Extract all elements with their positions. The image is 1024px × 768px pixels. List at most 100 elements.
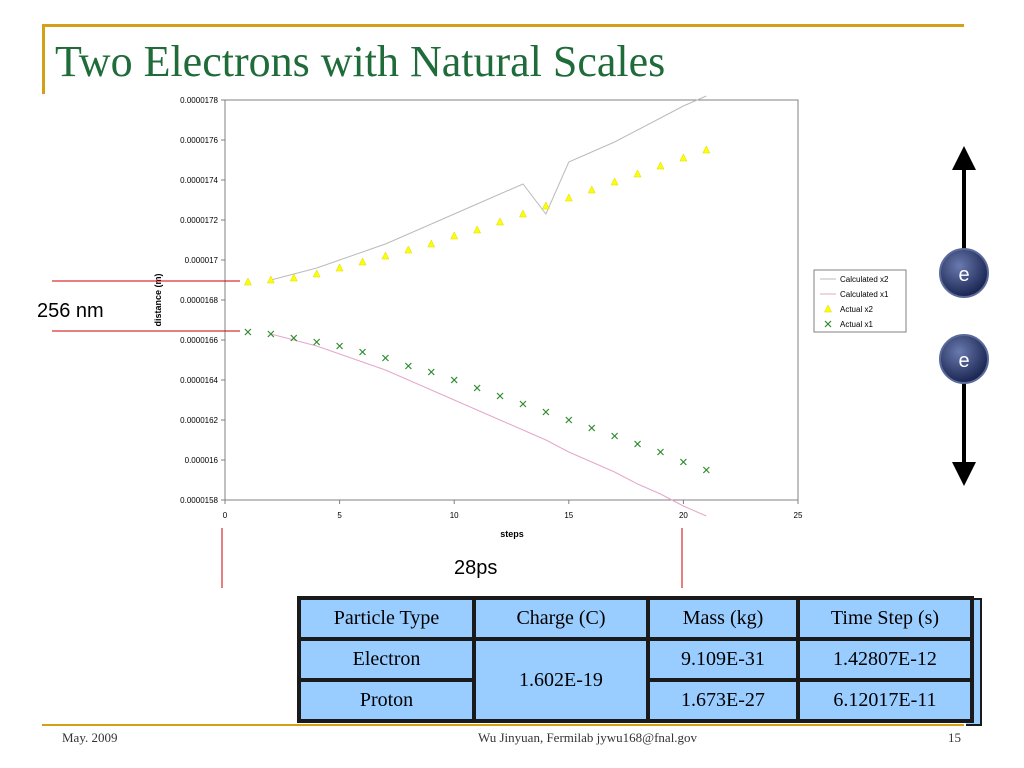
point-actual-x1: [634, 440, 641, 448]
series-calculated-x1-line: [270, 333, 707, 517]
point-actual-x2: [679, 153, 688, 162]
point-actual-x1-stroke: [267, 330, 275, 338]
header-particle-type: Particle Type: [299, 598, 474, 639]
plot-border: [224, 99, 799, 501]
point-actual-x1-stroke: [404, 362, 412, 370]
point-actual-x1: [404, 362, 412, 370]
y-axis-ticks: 0.0000158 0.000016 0.0000162 0.0000164 0.000…: [180, 96, 225, 505]
legend-swatch-actual-x2: [824, 304, 832, 313]
footer-author: Wu Jinyuan, Fermilab jywu168@fnal.gov: [478, 730, 698, 745]
point-actual-x2: [564, 193, 573, 202]
y-tick-label: 0.0000166: [180, 336, 218, 345]
y-tick-label: 0.000017: [185, 256, 219, 265]
point-actual-x2: [312, 269, 321, 278]
point-actual-x1: [611, 432, 619, 440]
point-actual-x1: [336, 342, 344, 350]
x-axis-ticks: 0 5 10 15 20 25: [223, 500, 803, 520]
electron-top: [939, 248, 989, 298]
series-calculated-x2-line: [270, 95, 707, 281]
slide-title: Two Electrons with Natural Scales: [55, 37, 666, 86]
point-actual-x1-stroke: [679, 458, 687, 466]
legend-label-calculated-x2: Calculated x2: [840, 275, 889, 284]
point-actual-x1-stroke: [359, 348, 366, 356]
point-actual-x2: [289, 273, 298, 282]
particle-table: Particle Type Charge (C) Mass (kg) Time …: [297, 596, 974, 723]
cell-type: Proton: [299, 680, 474, 721]
point-actual-x1: [657, 448, 664, 456]
point-actual-x2: [404, 245, 413, 254]
footer-page-number: 15: [948, 730, 961, 745]
point-actual-x1: [359, 348, 366, 356]
distance-scale-label: 256 nm: [37, 300, 104, 322]
cell-charge: 1.602E-19: [474, 639, 648, 721]
point-actual-x1: [473, 384, 481, 392]
cell-mass: 1.673E-27: [648, 680, 798, 721]
distance-chart: 0 5 10 15 20 25 0.00001580.0000160.00001620.0…: [153, 95, 907, 539]
plot-area: [224, 99, 799, 501]
point-actual-x2: [541, 201, 550, 210]
point-actual-x1: [313, 338, 321, 346]
point-actual-x1-stroke: [336, 342, 344, 350]
point-actual-x1: [382, 354, 389, 362]
footer-date: May. 2009: [62, 730, 118, 745]
point-actual-x1: [702, 466, 710, 474]
x-tick-label: 10: [450, 511, 459, 520]
y-tick-label: 0.000016: [185, 456, 219, 465]
point-actual-x1-stroke: [542, 408, 550, 416]
point-actual-x1: [588, 424, 596, 432]
top-rule: [42, 24, 964, 27]
point-actual-x2: [244, 277, 252, 286]
cell-mass: 9.109E-31: [648, 639, 798, 680]
header-mass: Mass (kg): [648, 598, 798, 639]
y-tick-label: 0.0000178: [180, 96, 218, 105]
point-actual-x1: [519, 400, 527, 408]
point-actual-x1: [427, 368, 435, 376]
point-actual-x2: [519, 209, 527, 218]
legend-label-calculated-x1: Calculated x1: [840, 290, 889, 299]
y-axis-label: distance (m): [153, 273, 163, 326]
point-actual-x1-stroke: [611, 432, 619, 440]
x-tick-label: 25: [794, 511, 803, 520]
y-tick-label: 0.0000164: [180, 376, 218, 385]
cell-type: Electron: [299, 639, 474, 680]
left-rule: [42, 24, 45, 94]
point-actual-x1-stroke: [427, 368, 435, 376]
y-tick-label: 0.0000158: [180, 496, 218, 505]
point-actual-x1-stroke: [244, 328, 252, 336]
y-tick-label: 0.0000172: [180, 216, 218, 225]
point-actual-x2: [496, 217, 504, 226]
cell-time-step: 1.42807E-12: [798, 639, 972, 680]
point-actual-x2: [610, 177, 619, 186]
point-actual-x1-stroke: [382, 354, 389, 362]
point-actual-x1-stroke: [657, 448, 664, 456]
table-row: Proton 1.673E-27 6.12017E-11: [299, 680, 972, 721]
x-tick-label: 20: [679, 511, 688, 520]
table-row: Electron 1.602E-19 9.109E-31 1.42807E-12: [299, 639, 972, 721]
point-actual-x2: [266, 275, 275, 284]
series-layer: [244, 95, 711, 517]
point-actual-x1-stroke: [588, 424, 596, 432]
legend-label-actual-x1: Actual x1: [840, 320, 873, 329]
point-actual-x1-stroke: [496, 392, 504, 400]
electron-bottom-label: e: [958, 350, 969, 372]
point-actual-x2: [358, 257, 367, 266]
point-actual-x2: [381, 251, 390, 260]
point-actual-x2: [427, 239, 436, 248]
point-actual-x1: [244, 328, 252, 336]
x-tick-label: 15: [564, 511, 573, 520]
bottom-rule: [42, 724, 964, 726]
point-actual-x2: [702, 145, 711, 154]
point-actual-x2: [450, 231, 459, 240]
header-time-step: Time Step (s): [798, 598, 972, 639]
point-actual-x1: [496, 392, 504, 400]
point-actual-x1-stroke: [473, 384, 481, 392]
y-tick-label: 0.0000162: [180, 416, 218, 425]
point-actual-x1: [679, 458, 687, 466]
chart-legend: Calculated x2 Calculated x1 Actual x2 Actua…: [813, 269, 907, 333]
point-actual-x1: [565, 416, 573, 424]
legend-label-actual-x2: Actual x2: [840, 305, 873, 314]
point-actual-x2: [633, 169, 642, 178]
point-actual-x1-stroke: [519, 400, 527, 408]
legend-box: [813, 269, 907, 333]
point-actual-x1-stroke: [290, 334, 298, 342]
